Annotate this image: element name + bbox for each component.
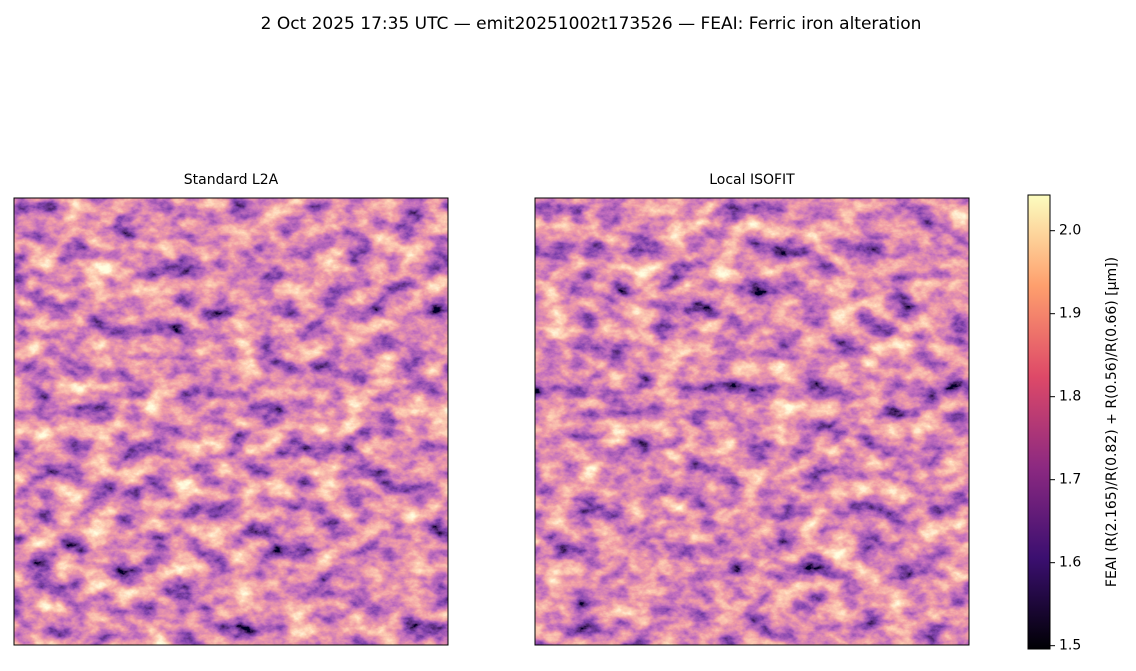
colorbar-tick-label: 1.7 [1059, 472, 1081, 488]
panel: Standard L2A [13, 172, 449, 646]
colorbar-tick-label: 1.8 [1059, 389, 1081, 405]
panel-frame [534, 197, 970, 646]
raster-image [535, 198, 969, 645]
figure-title: 2 Oct 2025 17:35 UTC — emit20251002t1735… [261, 14, 922, 34]
panel: Local ISOFIT [534, 172, 970, 646]
colorbar-tick-label: 1.9 [1059, 306, 1081, 322]
raster-image [14, 198, 448, 645]
colorbar-label: FEAI (R(2.165)/R(0.82) + R(0.56)/R(0.66)… [1104, 257, 1120, 587]
panel-frame [13, 197, 449, 646]
panel-title: Standard L2A [184, 172, 279, 188]
colorbar-tick-label: 2.0 [1059, 223, 1081, 239]
colorbar-tick-label: 1.6 [1059, 555, 1081, 571]
panel-title: Local ISOFIT [709, 172, 795, 188]
colorbar [1027, 194, 1051, 650]
colorbar-tick-label: 1.5 [1059, 638, 1081, 654]
